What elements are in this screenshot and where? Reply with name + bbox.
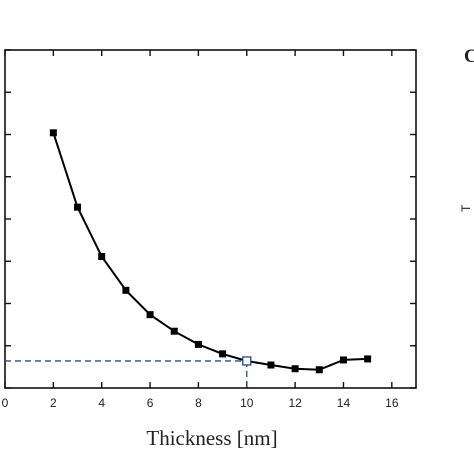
x-tick-label: 8	[195, 396, 202, 410]
series-line	[52, 132, 368, 371]
reference-dashed-lines	[5, 360, 248, 388]
x-tick-label: 0	[2, 396, 9, 410]
data-point	[122, 286, 130, 294]
x-axis-ticks	[4, 50, 393, 388]
series-points	[49, 129, 372, 374]
data-point	[364, 355, 372, 363]
x-tick-label: 14	[337, 396, 351, 410]
data-point	[219, 350, 227, 358]
data-point	[74, 203, 82, 211]
highlighted-data-point	[242, 356, 252, 366]
x-axis-tick-labels: 0 2 4 6 8 10 12 14 16	[2, 396, 399, 410]
x-axis-label: Thickness [nm]	[146, 426, 277, 450]
x-tick-label: 16	[385, 396, 399, 410]
data-point	[146, 311, 154, 319]
data-point	[291, 365, 299, 373]
x-tick-label: 10	[240, 396, 254, 410]
plot-frame	[4, 49, 417, 389]
data-point	[194, 340, 202, 348]
next-panel-letter: C	[464, 46, 474, 67]
next-panel-partial-label: T	[459, 204, 473, 212]
series-lines	[52, 132, 368, 371]
x-tick-label: 2	[50, 396, 57, 410]
x-tick-label: 4	[98, 396, 105, 410]
data-point	[267, 361, 275, 369]
data-point	[339, 356, 347, 364]
y-axis-ticks	[5, 49, 416, 389]
x-tick-label: 12	[288, 396, 302, 410]
plot-border	[4, 49, 417, 389]
data-point	[170, 327, 178, 335]
data-point	[49, 129, 57, 137]
x-tick-label: 6	[147, 396, 154, 410]
data-point	[98, 253, 106, 261]
data-point	[315, 366, 323, 374]
